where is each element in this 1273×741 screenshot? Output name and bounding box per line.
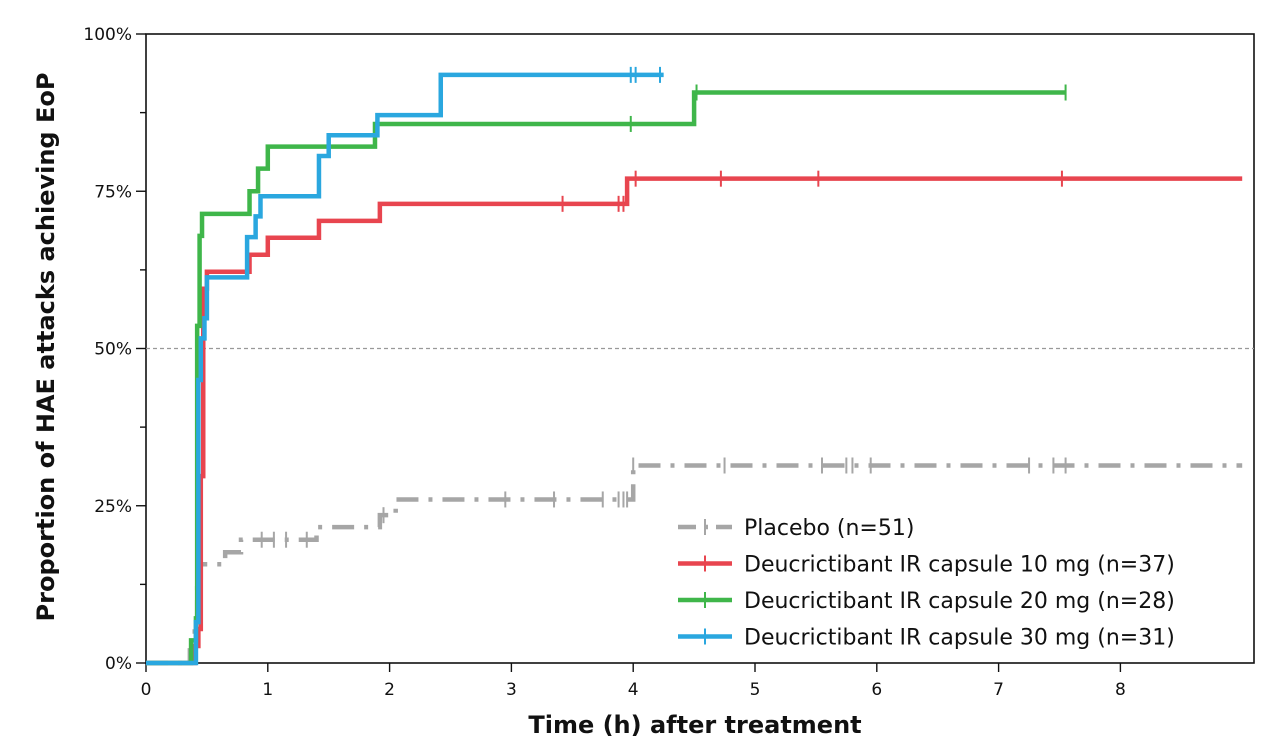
x-tick-label: 8 [1115, 680, 1126, 700]
y-tick-label: 75% [94, 182, 132, 202]
y-axis-title: Proportion of HAE attacks achieving EoP [32, 73, 60, 622]
y-tick-label: 25% [94, 497, 132, 517]
x-tick-label: 6 [871, 680, 882, 700]
x-tick-label: 3 [506, 680, 517, 700]
axes: 0% 25% 50% 75% 100% 0 1 2 3 4 5 6 7 8 [83, 25, 1255, 700]
x-tick-label: 0 [141, 680, 152, 700]
x-tick-label: 7 [993, 680, 1004, 700]
series-line-3 [146, 72, 664, 666]
legend-label-1: Deucrictibant IR capsule 10 mg (n=37) [744, 553, 1175, 578]
x-tick-label: 4 [628, 680, 639, 700]
y-tick-label: 50% [94, 340, 132, 360]
legend-label-2: Deucrictibant IR capsule 20 mg (n=28) [744, 589, 1175, 614]
x-tick-label: 2 [384, 680, 395, 700]
legend: Placebo (n=51) Deucrictibant IR capsule 1… [678, 516, 1175, 651]
x-tick-label: 1 [262, 680, 273, 700]
y-tick-label: 100% [83, 25, 132, 45]
x-axis-title: Time (h) after treatment [528, 711, 861, 739]
legend-label-0: Placebo (n=51) [744, 516, 914, 541]
series-line-1 [146, 176, 1243, 666]
legend-label-3: Deucrictibant IR capsule 30 mg (n=31) [744, 626, 1175, 651]
x-tick-label: 5 [750, 680, 761, 700]
series-lines [146, 66, 1243, 666]
y-tick-label: 0% [105, 654, 132, 674]
